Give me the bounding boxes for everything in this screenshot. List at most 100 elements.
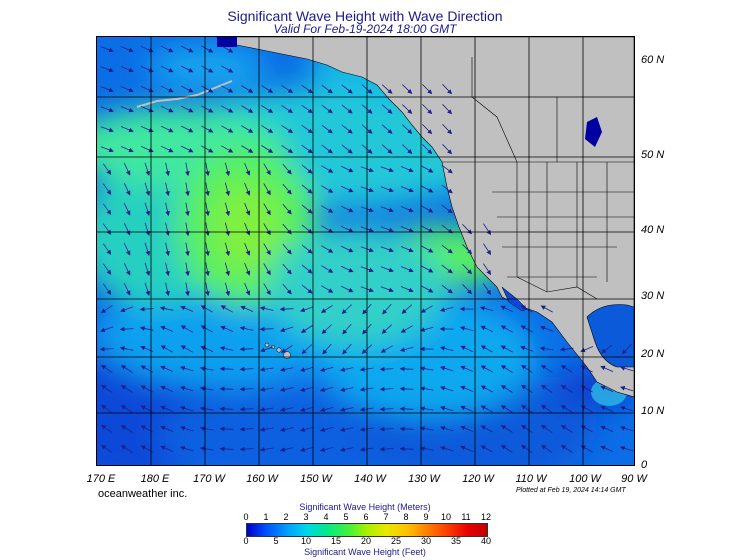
wave-height-map — [96, 36, 635, 466]
wave-direction-arrow — [301, 124, 313, 134]
wave-direction-arrow — [560, 365, 573, 373]
wave-direction-arrow — [441, 184, 453, 194]
wave-direction-arrow — [102, 283, 112, 295]
wave-direction-arrow — [421, 165, 434, 173]
wave-direction-arrow — [119, 326, 134, 332]
wave-direction-arrow — [380, 266, 394, 273]
wave-direction-arrow — [282, 163, 292, 175]
wave-direction-arrow — [119, 346, 134, 351]
wave-direction-arrow — [144, 282, 151, 296]
wave-direction-arrow — [100, 305, 113, 314]
wave-direction-arrow — [160, 145, 174, 153]
wave-direction-arrow — [480, 345, 493, 353]
wave-direction-arrow — [600, 365, 614, 372]
wave-direction-arrow — [462, 284, 473, 295]
wave-direction-arrow — [620, 405, 634, 412]
wave-direction-arrow — [419, 446, 434, 451]
wave-direction-arrow — [120, 46, 134, 53]
wave-direction-arrow — [280, 345, 293, 353]
wave-direction-arrow — [165, 242, 170, 257]
colorbar-feet-title: Significant Wave Height (Feet) — [304, 547, 426, 557]
wave-direction-arrow — [263, 203, 271, 216]
wave-direction-arrow — [180, 305, 194, 312]
wave-direction-arrow — [341, 124, 353, 134]
wave-direction-arrow — [259, 427, 274, 432]
wave-direction-arrow — [219, 406, 234, 412]
wave-direction-arrow — [180, 325, 193, 333]
wave-direction-arrow — [441, 164, 453, 174]
wave-direction-arrow — [101, 364, 113, 374]
wave-direction-arrow — [341, 84, 353, 94]
wave-direction-arrow — [500, 445, 513, 453]
wave-direction-arrow — [239, 346, 254, 352]
wave-direction-arrow — [321, 205, 334, 213]
wave-direction-arrow — [159, 306, 174, 311]
wave-direction-arrow — [221, 125, 234, 133]
wave-direction-arrow — [282, 203, 292, 215]
wave-direction-arrow — [520, 325, 533, 333]
land-alaska — [216, 37, 634, 398]
wave-direction-arrow — [123, 162, 131, 176]
colorbar-feet-tick: 20 — [360, 536, 372, 546]
wave-direction-arrow — [181, 145, 194, 153]
wave-direction-arrow — [144, 262, 151, 276]
lat-label-50n: 50 N — [641, 149, 665, 161]
colorbar-meters-title: Significant Wave Height (Meters) — [299, 502, 431, 512]
wave-direction-arrow — [282, 183, 292, 195]
wave-direction-arrow — [259, 326, 274, 332]
wave-direction-arrow — [321, 245, 334, 253]
wave-direction-arrow — [100, 146, 114, 153]
wave-direction-arrow — [102, 163, 112, 175]
wave-direction-arrow — [400, 166, 414, 173]
lat-lon-grid — [97, 37, 634, 465]
colorbar-meter-tick: 7 — [383, 512, 389, 522]
wave-direction-arrow — [281, 125, 294, 134]
wave-direction-arrow — [600, 445, 614, 452]
wave-direction-arrow — [301, 84, 313, 94]
wave-direction-arrow — [483, 283, 492, 296]
wave-direction-arrow — [244, 262, 251, 276]
wave-direction-arrow — [560, 425, 573, 433]
wave-direction-arrow — [402, 84, 413, 94]
wave-direction-arrow — [440, 445, 454, 452]
wave-direction-arrow — [301, 264, 313, 274]
wave-direction-arrow — [261, 85, 274, 93]
wave-direction-arrow — [102, 243, 112, 255]
wave-direction-arrow — [201, 65, 214, 73]
wave-direction-arrow — [185, 262, 190, 277]
wave-direction-arrow — [560, 405, 573, 413]
wave-direction-arrow — [402, 104, 413, 114]
wave-direction-arrow — [380, 286, 394, 293]
wave-direction-arrow — [199, 386, 214, 391]
wave-direction-arrow — [421, 245, 434, 253]
wave-direction-arrow — [521, 404, 533, 414]
wave-direction-arrow — [224, 182, 230, 197]
wave-direction-arrow — [339, 387, 354, 392]
wave-direction-arrow — [340, 245, 354, 253]
wave-direction-arrow — [341, 304, 352, 315]
wave-direction-arrow — [100, 106, 114, 113]
wave-direction-arrow — [180, 365, 194, 372]
wave-direction-arrow — [400, 246, 414, 253]
wave-direction-arrow — [181, 85, 194, 93]
wave-direction-arrow — [541, 384, 553, 394]
lon-label-170e: 170 E — [86, 473, 116, 485]
wave-direction-arrow — [400, 206, 414, 213]
wave-direction-arrow — [400, 325, 413, 333]
wave-direction-arrow — [165, 222, 170, 237]
wave-direction-arrow — [442, 104, 453, 115]
wave-direction-arrow — [244, 182, 251, 196]
wave-direction-arrow — [219, 446, 234, 452]
wave-direction-arrow — [440, 425, 454, 432]
lon-label-160w: 160 W — [246, 473, 278, 485]
wave-direction-arrow — [259, 447, 274, 452]
wave-direction-arrow — [205, 222, 210, 237]
colorbar-meter-tick: 3 — [303, 512, 309, 522]
colorbar-meter-tick: 10 — [440, 512, 452, 522]
wave-direction-arrow — [181, 45, 194, 53]
wave-direction-arrow — [382, 303, 392, 315]
colorbar — [246, 523, 488, 537]
wave-direction-arrow — [400, 286, 414, 293]
wave-direction-arrow — [319, 386, 334, 392]
wave-direction-arrow — [102, 223, 112, 235]
